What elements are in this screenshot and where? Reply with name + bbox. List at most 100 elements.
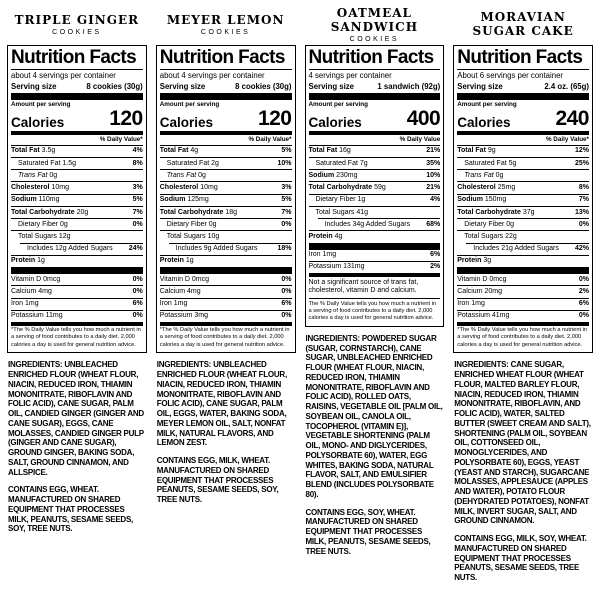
- nutrient-name: Total Sugars: [464, 233, 504, 241]
- nutrient-amount: 1mg: [23, 300, 39, 308]
- nutrient-name: Total Fat: [11, 147, 40, 155]
- nutrient-name: Sodium: [457, 196, 483, 204]
- nf-calories-row: Calories 120: [160, 108, 292, 131]
- nf-micronutrient-rows: Vitamin D 0mcg 0% Calcium 20mg 2% Iron 1mg 6%…: [457, 274, 589, 322]
- nutrient-daily-value: 0%: [578, 312, 589, 320]
- nutrient-daily-value: 3%: [132, 184, 143, 192]
- nutrient-row: Dietary Fiber 0g 0%: [11, 218, 143, 230]
- nutrient-name: Total Sugars: [166, 233, 206, 241]
- nf-heading: Nutrition Facts: [457, 48, 589, 70]
- micronutrient-row: Vitamin D 0mcg 0%: [11, 274, 143, 285]
- nutrient-row: Protein 1g: [11, 254, 143, 267]
- nf-serving-size-label: Serving size: [159, 81, 206, 91]
- product-subtitle: COOKIES: [52, 28, 102, 36]
- nutrient-name: Dietary Fiber: [315, 196, 356, 204]
- product-header: TRIPLE GINGER COOKIES: [7, 8, 147, 42]
- micronutrient-row: Vitamin D 0mcg 0%: [457, 274, 589, 285]
- nutrient-row: Total Carbohydrate 18g 7%: [159, 205, 292, 218]
- nf-amount-per-serving: Amount per serving: [457, 101, 517, 109]
- product-column: TRIPLE GINGER COOKIES Nutrition Facts ab…: [7, 8, 147, 583]
- nf-serving-size-row: Serving size 8 cookies (30g): [160, 81, 292, 93]
- nutrient-daily-value: 2%: [430, 263, 441, 271]
- nf-calories-row: Calories 240: [457, 108, 589, 131]
- nutrient-amount: 12g: [56, 233, 71, 241]
- micronutrient-row: Vitamin D 0mcg 0%: [160, 274, 292, 285]
- nutrient-row: Includes 21g Added Sugars 42%: [466, 242, 589, 255]
- nutrient-daily-value: 5%: [132, 196, 143, 204]
- nutrient-daily-value: 8%: [132, 159, 143, 167]
- nutrient-row: Total Fat 3.5g 4%: [11, 144, 143, 157]
- ingredients-list: UNBLEACHED ENRICHED FLOUR (WHEAT FLOUR, …: [8, 360, 144, 477]
- nutrient-daily-value: 7%: [578, 196, 589, 204]
- nutrient-daily-value: 4%: [430, 196, 441, 204]
- nf-medium-bar: [159, 322, 292, 326]
- nf-micronutrient-rows: Vitamin D 0mcg 0% Calcium 4mg 0% Iron 1mg 6% P…: [159, 274, 292, 322]
- product-title-line: MEYER LEMON: [166, 13, 285, 28]
- nf-serving-size-row: Serving size 8 cookies (30g): [11, 81, 143, 93]
- nutrient-daily-value: 0%: [281, 312, 292, 320]
- nutrient-row: Dietary Fiber 0g 0%: [159, 218, 292, 230]
- nutrient-amount: 230mg: [334, 171, 358, 179]
- nutrient-row: Protein 1g: [159, 254, 292, 267]
- nutrition-facts-label: Nutrition Facts About 6 servings per con…: [453, 45, 593, 354]
- nutrient-name: Total Sugars: [315, 208, 355, 216]
- nutrient-amount: 1g: [183, 257, 194, 265]
- nf-medium-bar: [11, 131, 143, 135]
- nutrient-amount: 0g: [58, 220, 68, 228]
- nutrient-amount: 3mg: [192, 312, 208, 320]
- nf-heading: Nutrition Facts: [308, 48, 441, 70]
- nf-calories-value: 400: [406, 107, 441, 131]
- nf-heading: Nutrition Facts: [11, 48, 143, 70]
- nutrient-name: Iron: [308, 251, 321, 259]
- nutrient-amount: 10mg: [198, 184, 218, 192]
- product-subtitle: COOKIES: [349, 35, 400, 43]
- nutrient-name: Calcium: [159, 287, 186, 295]
- nutrient-row: Trans Fat 0g: [11, 169, 143, 181]
- nutrient-daily-value: 12%: [574, 147, 589, 155]
- nutrient-amount: 1g: [355, 196, 366, 204]
- nutrient-amount: 1.5g: [60, 159, 76, 167]
- nf-serving-size-value: 1 sandwich (92g): [377, 81, 441, 91]
- product-title-line: TRIPLE GINGER: [14, 13, 140, 28]
- nutrient-amount: 41g: [354, 208, 369, 216]
- nutrient-daily-value: 6%: [430, 251, 441, 259]
- micronutrient-row: Potassium 3mg 0%: [159, 309, 292, 322]
- nf-amount-per-serving: Amount per serving: [308, 101, 368, 109]
- nf-servings-per-container: about 4 servings per container: [159, 71, 265, 81]
- nutrient-daily-value: 0%: [578, 220, 589, 228]
- nutrient-name: Sodium: [159, 196, 186, 204]
- ingredients-paragraph: INGREDIENTS: POWDERED SUGAR (SUGAR, CORN…: [306, 334, 444, 500]
- nutrition-facts-label: Nutrition Facts about 4 servings per con…: [7, 45, 147, 354]
- nutrient-name: Sodium: [308, 171, 335, 179]
- nf-calories-word: Calories: [11, 114, 65, 130]
- nutrient-row: Cholesterol 10mg 3%: [159, 181, 292, 193]
- nutrient-name: Protein: [308, 233, 333, 241]
- nutrient-row: Sodium 110mg 5%: [11, 193, 143, 206]
- nf-medium-bar: [308, 273, 441, 277]
- nutrient-name: Includes 21g Added Sugars: [473, 245, 559, 253]
- nutrient-name: Total Carbohydrate: [11, 208, 75, 216]
- nutrient-row: Trans Fat 0g: [457, 169, 589, 181]
- allergen-statement: CONTAINS EGG, WHEAT. MANUFACTURED ON SHA…: [8, 485, 134, 534]
- nutrient-row: Total Fat 16g 21%: [308, 144, 441, 157]
- nutrient-daily-value: 42%: [574, 245, 589, 253]
- product-header: MORAVIAN SUGAR CAKE: [453, 8, 593, 42]
- nutrient-daily-value: 0%: [132, 220, 143, 228]
- nutrient-daily-value: 13%: [574, 208, 589, 216]
- nf-micronutrient-rows: Iron 1mg 6% Potassium 131mg 2%: [308, 250, 441, 273]
- nutrient-daily-value: 10%: [277, 159, 292, 167]
- product-title-line: MORAVIAN: [480, 10, 566, 25]
- ingredients-paragraph: INGREDIENTS: UNBLEACHED ENRICHED FLOUR (…: [8, 360, 146, 477]
- ingredients-label: INGREDIENTS:: [8, 360, 63, 370]
- nutrient-amount: 41mg: [489, 312, 510, 320]
- nf-serving-size-label: Serving size: [11, 81, 57, 91]
- ingredients-paragraph: INGREDIENTS: CANE SUGAR, ENRICHED WHEAT …: [454, 360, 592, 526]
- nutrient-row: Total Carbohydrate 20g 7%: [11, 205, 143, 218]
- nutrient-amount: 22g: [503, 233, 517, 241]
- nutrient-name: Iron: [11, 300, 24, 308]
- nutrient-name: Vitamin D: [159, 275, 190, 283]
- nf-thick-bar: [11, 92, 143, 100]
- nutrient-daily-value: 6%: [281, 300, 292, 308]
- nutrient-row: Total Fat 4g 5%: [159, 144, 292, 157]
- nf-daily-value-header: % Daily Value*: [248, 136, 292, 144]
